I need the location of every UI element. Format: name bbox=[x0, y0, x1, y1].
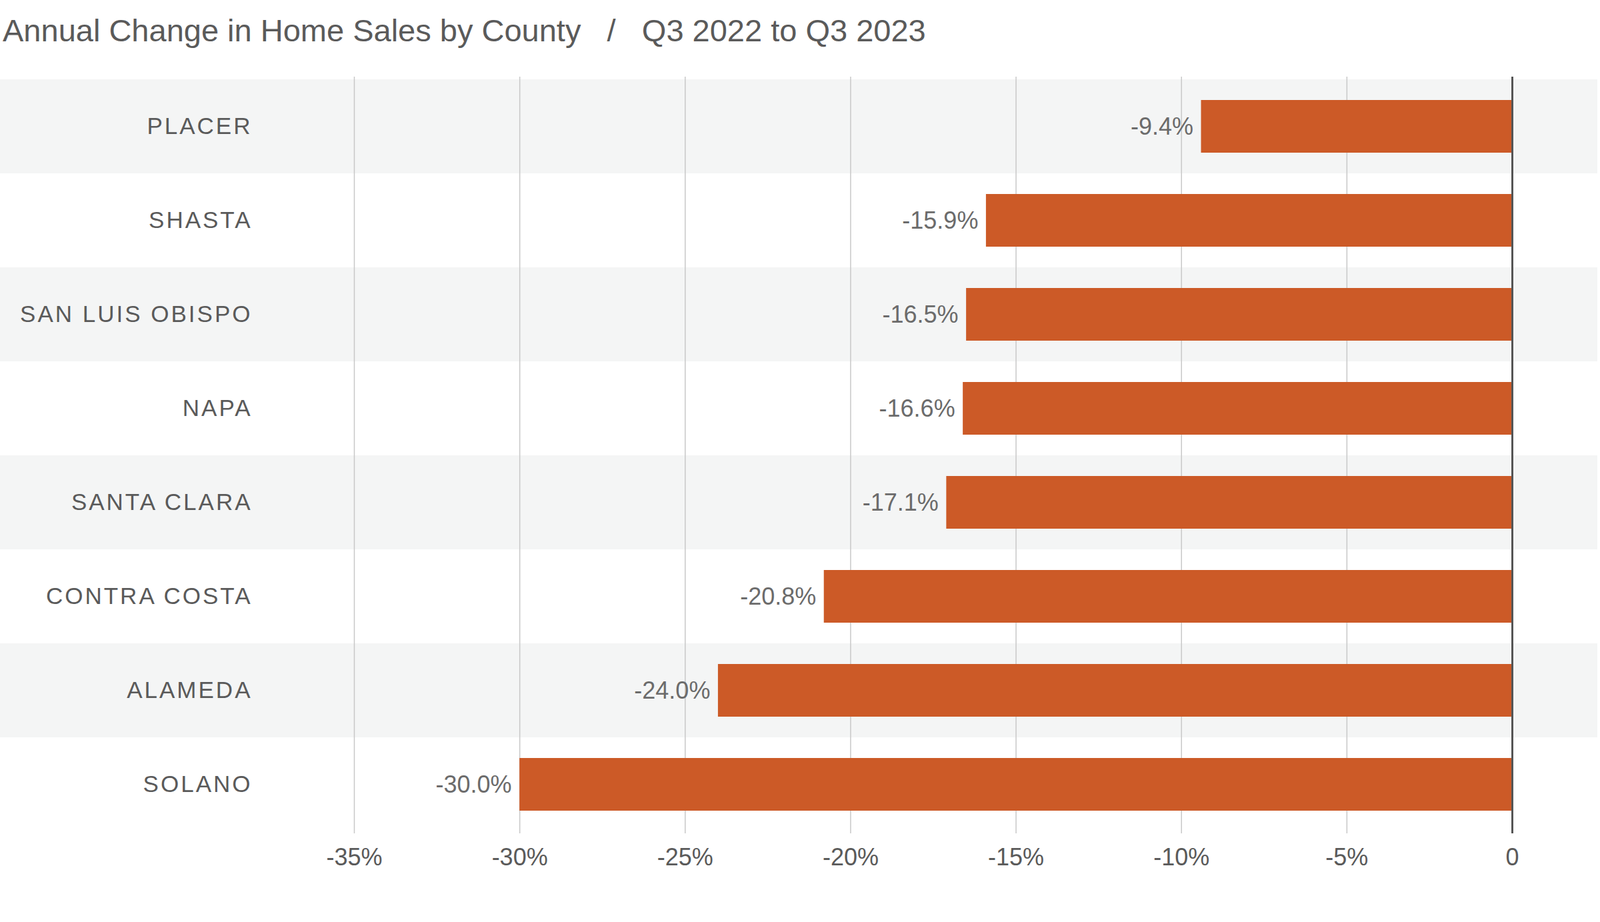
svg-text:-16.6%: -16.6% bbox=[879, 394, 956, 422]
html-text:Annual Change in Home Sales by: Annual Change in Home Sales by County / … bbox=[2, 12, 926, 48]
svg-text:-9.4%: -9.4% bbox=[1130, 112, 1194, 140]
svg-text:-15%: -15% bbox=[988, 843, 1044, 871]
svg-text:ALAMEDA: ALAMEDA bbox=[126, 676, 252, 703]
svg-text:-35%: -35% bbox=[326, 843, 382, 871]
svg-text:NAPA: NAPA bbox=[182, 394, 253, 421]
svg-text:SANTA CLARA: SANTA CLARA bbox=[71, 488, 253, 515]
svg-text:-20.8%: -20.8% bbox=[740, 582, 816, 610]
svg-text:SOLANO: SOLANO bbox=[143, 770, 253, 797]
svg-text:0: 0 bbox=[1505, 843, 1519, 871]
svg-text:PLACER: PLACER bbox=[146, 112, 252, 139]
svg-text:-10%: -10% bbox=[1153, 843, 1210, 871]
svg-text:-20%: -20% bbox=[822, 843, 879, 871]
svg-text:-30.0%: -30.0% bbox=[436, 770, 512, 798]
svg-text:SAN LUIS OBISPO: SAN LUIS OBISPO bbox=[20, 300, 252, 327]
svg-text:-16.5%: -16.5% bbox=[882, 300, 959, 328]
svg-text:CONTRA COSTA: CONTRA COSTA bbox=[46, 582, 253, 609]
svg-text:SHASTA: SHASTA bbox=[148, 206, 252, 233]
svg-text:-24.0%: -24.0% bbox=[634, 676, 710, 704]
svg-text:-30%: -30% bbox=[492, 843, 548, 871]
svg-text:-25%: -25% bbox=[657, 843, 714, 871]
svg-text:-5%: -5% bbox=[1325, 843, 1368, 871]
svg-text:-15.9%: -15.9% bbox=[902, 206, 978, 234]
svg-text:-17.1%: -17.1% bbox=[862, 488, 939, 516]
